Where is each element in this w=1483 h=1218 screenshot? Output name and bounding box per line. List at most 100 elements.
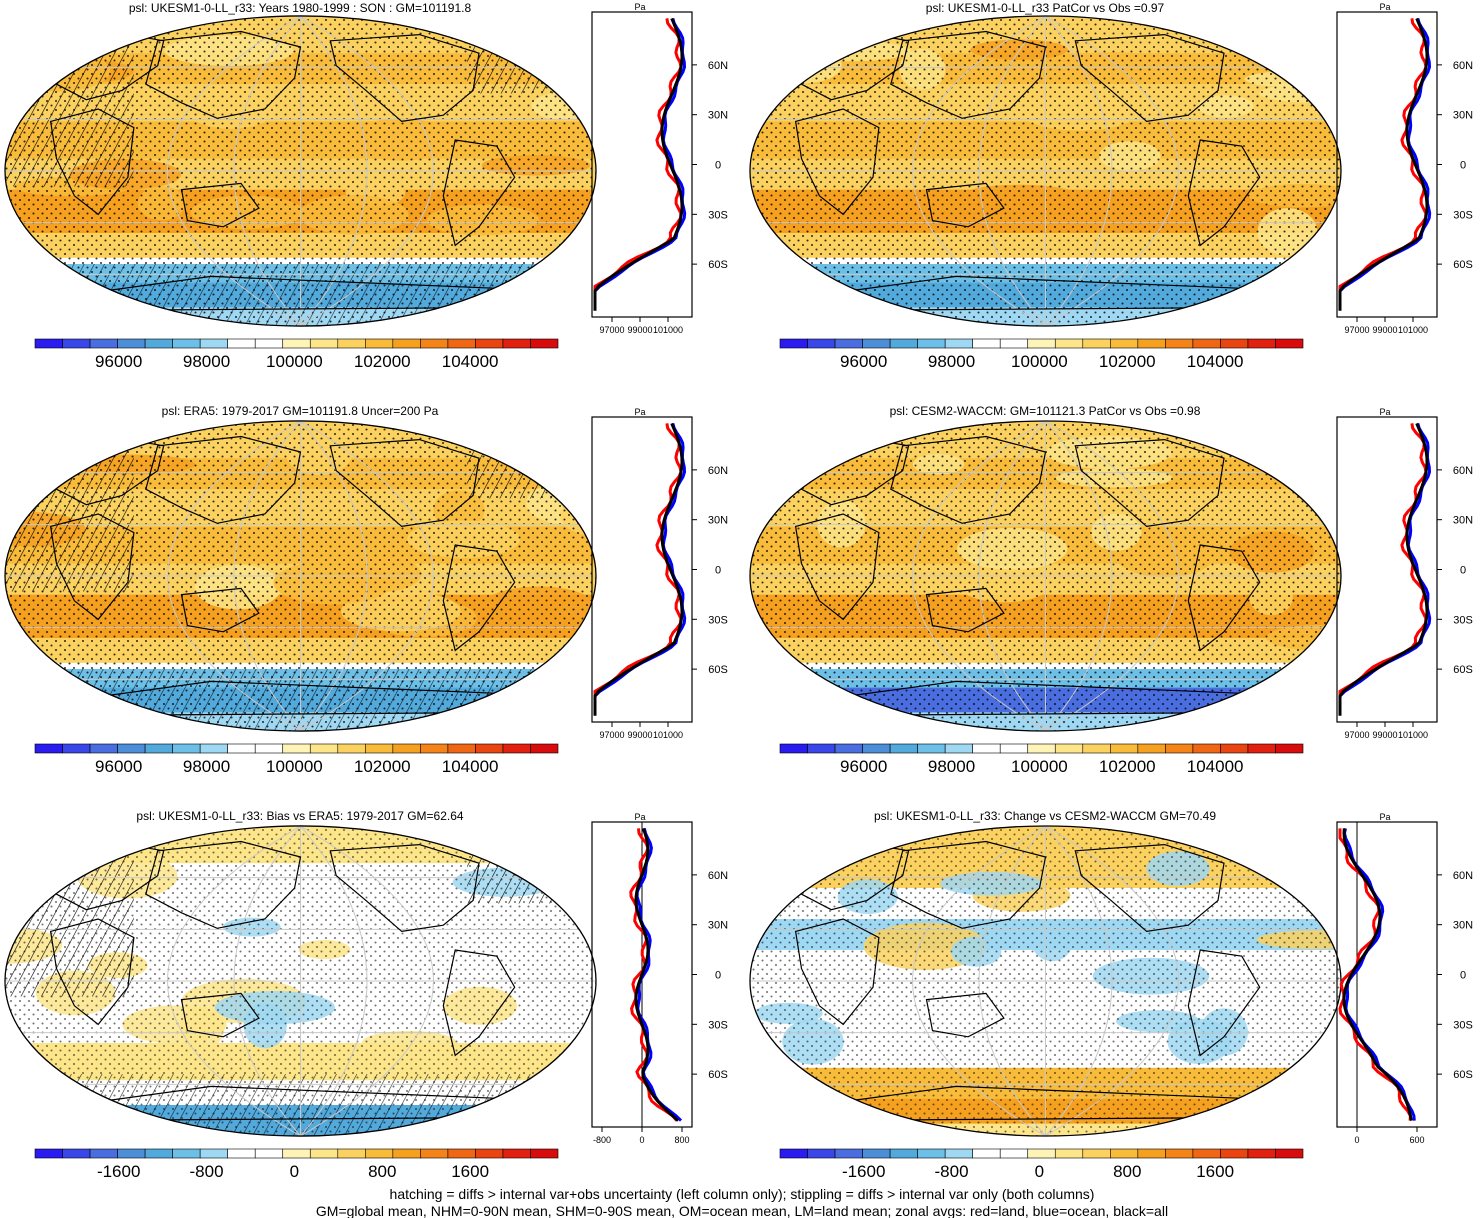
colorbar-tick-label: 96000 bbox=[95, 352, 142, 371]
colorbar-swatch bbox=[34, 743, 63, 754]
colorbar-swatch bbox=[917, 1148, 946, 1159]
zonal-mean-plot: Pa 60N 30N 0 30S 60S 97000 99000 101000 bbox=[1336, 2, 1473, 335]
zonal-lat-tick-label: 0 bbox=[715, 970, 721, 982]
colorbar-tick-label: 100000 bbox=[1011, 757, 1068, 776]
zonal-all-line bbox=[1342, 828, 1413, 1121]
colorbar-swatch bbox=[1275, 1148, 1304, 1159]
colorbar-swatch bbox=[254, 743, 284, 754]
zonal-units-label: Pa bbox=[634, 407, 645, 417]
colorbar-swatch bbox=[1054, 1148, 1084, 1159]
colorbar-swatch bbox=[944, 743, 973, 754]
colorbar-tick-label: 104000 bbox=[1187, 352, 1244, 371]
colorbar-tick-label: 1600 bbox=[451, 1162, 489, 1181]
colorbar-swatch bbox=[779, 743, 808, 754]
zonal-lat-tick-label: 30N bbox=[708, 920, 728, 932]
colorbar-swatch bbox=[365, 743, 394, 754]
zonal-ocean-line bbox=[1342, 828, 1416, 1121]
colorbar-swatch bbox=[227, 743, 256, 754]
colorbar-swatch bbox=[999, 338, 1029, 349]
colorbar-swatch bbox=[199, 338, 228, 349]
colorbar-swatch bbox=[475, 1148, 504, 1159]
zonal-value-tick-label: 97000 bbox=[599, 730, 624, 740]
panel-bias-vs-era5: psl: UKESM1-0-LL_r33: Bias vs ERA5: 1979… bbox=[4, 809, 728, 1181]
zonal-units-label: Pa bbox=[1379, 812, 1390, 822]
panel-title: psl: UKESM1-0-LL_r33: Bias vs ERA5: 1979… bbox=[136, 809, 463, 823]
colorbar-tick-label: -1600 bbox=[842, 1162, 885, 1181]
colorbar-swatch bbox=[1192, 1148, 1221, 1159]
zonal-lat-tick-label: 30N bbox=[1453, 515, 1473, 527]
colorbar-swatch bbox=[1082, 1148, 1111, 1159]
zonal-lat-tick-label: 30S bbox=[708, 614, 728, 626]
colorbar-swatch bbox=[889, 743, 918, 754]
zonal-value-tick-label: 101000 bbox=[653, 730, 683, 740]
colorbar: -1600 -800 0 800 1600 bbox=[779, 1148, 1304, 1181]
map-plot bbox=[4, 420, 597, 732]
map-plot bbox=[749, 15, 1342, 327]
colorbar-swatch bbox=[530, 1148, 559, 1159]
colorbar-swatch bbox=[475, 338, 504, 349]
colorbar-swatch bbox=[1137, 338, 1166, 349]
colorbar-swatch bbox=[420, 1148, 449, 1159]
colorbar-tick-label: 100000 bbox=[1011, 352, 1068, 371]
colorbar-swatch bbox=[34, 338, 63, 349]
colorbar-swatch bbox=[779, 1148, 808, 1159]
colorbar-swatch bbox=[779, 338, 808, 349]
colorbar-swatch bbox=[199, 1148, 228, 1159]
colorbar-tick-label: 102000 bbox=[1099, 757, 1156, 776]
zonal-lat-tick-label: 0 bbox=[1460, 565, 1466, 577]
colorbar-swatch bbox=[889, 338, 918, 349]
colorbar-swatch bbox=[1110, 1148, 1139, 1159]
panel-title: psl: UKESM1-0-LL_r33: Change vs CESM2-WA… bbox=[874, 809, 1216, 823]
colorbar-swatch bbox=[1165, 743, 1194, 754]
zonal-lat-tick-label: 30S bbox=[1453, 614, 1473, 626]
zonal-land-line bbox=[593, 423, 683, 716]
colorbar-swatch bbox=[917, 338, 946, 349]
colorbar-swatch bbox=[309, 338, 339, 349]
colorbar-tick-label: 104000 bbox=[442, 352, 499, 371]
zonal-lat-tick-label: 0 bbox=[715, 160, 721, 172]
zonal-lat-tick-label: 30S bbox=[708, 1019, 728, 1031]
colorbar-swatch bbox=[972, 743, 1001, 754]
footer-note-line-2: GM=global mean, NHM=0-90N mean, SHM=0-90… bbox=[316, 1203, 1168, 1218]
colorbar-swatch bbox=[144, 1148, 173, 1159]
colorbar-swatch bbox=[1247, 743, 1276, 754]
colorbar-swatch bbox=[62, 338, 91, 349]
panel-title: psl: ERA5: 1979-2017 GM=101191.8 Uncer=2… bbox=[162, 404, 439, 418]
colorbar-swatch bbox=[917, 743, 946, 754]
panel-obs-era5: psl: ERA5: 1979-2017 GM=101191.8 Uncer=2… bbox=[4, 404, 728, 776]
colorbar-swatch bbox=[1220, 338, 1249, 349]
colorbar-swatch bbox=[199, 743, 228, 754]
zonal-lat-tick-label: 30N bbox=[708, 515, 728, 527]
panel-title: psl: UKESM1-0-LL_r33: Years 1980-1999 : … bbox=[129, 1, 472, 15]
zonal-mean-plot: Pa 60N 30N 0 30S 60S -800 0 800 bbox=[591, 812, 728, 1145]
zonal-lat-tick-label: 30S bbox=[1453, 209, 1473, 221]
colorbar-swatch bbox=[337, 338, 366, 349]
colorbar-swatch bbox=[392, 338, 421, 349]
colorbar-swatch bbox=[1220, 743, 1249, 754]
colorbar-swatch bbox=[117, 338, 146, 349]
zonal-value-tick-label: -800 bbox=[593, 1135, 611, 1145]
zonal-units-label: Pa bbox=[1379, 2, 1390, 12]
zonal-lat-tick-label: 60N bbox=[708, 870, 728, 882]
zonal-value-tick-label: 101000 bbox=[1398, 730, 1428, 740]
colorbar-swatch bbox=[1275, 338, 1304, 349]
panel-cesm2-waccm: psl: CESM2-WACCM: GM=101121.3 PatCor vs … bbox=[749, 404, 1473, 776]
colorbar-swatch bbox=[1137, 743, 1166, 754]
colorbar-swatch bbox=[337, 743, 366, 754]
colorbar-tick-label: 100000 bbox=[266, 757, 323, 776]
colorbar-swatch bbox=[475, 743, 504, 754]
zonal-value-tick-label: 99000 bbox=[627, 325, 652, 335]
panel-change-vs-cesm2: psl: UKESM1-0-LL_r33: Change vs CESM2-WA… bbox=[749, 809, 1473, 1181]
zonal-lat-tick-label: 60S bbox=[1453, 259, 1473, 271]
zonal-value-tick-label: 99000 bbox=[627, 730, 652, 740]
colorbar-swatch bbox=[282, 1148, 311, 1159]
colorbar-swatch bbox=[834, 1148, 863, 1159]
colorbar-swatch bbox=[227, 338, 256, 349]
zonal-mean-plot: Pa 60N 30N 0 30S 60S 97000 99000 101000 bbox=[1336, 407, 1473, 740]
map-plot bbox=[749, 825, 1342, 1137]
colorbar-tick-label: 98000 bbox=[928, 757, 975, 776]
zonal-lat-tick-label: 60S bbox=[708, 1069, 728, 1081]
colorbar-swatch bbox=[999, 1148, 1029, 1159]
colorbar-swatch bbox=[1247, 1148, 1276, 1159]
